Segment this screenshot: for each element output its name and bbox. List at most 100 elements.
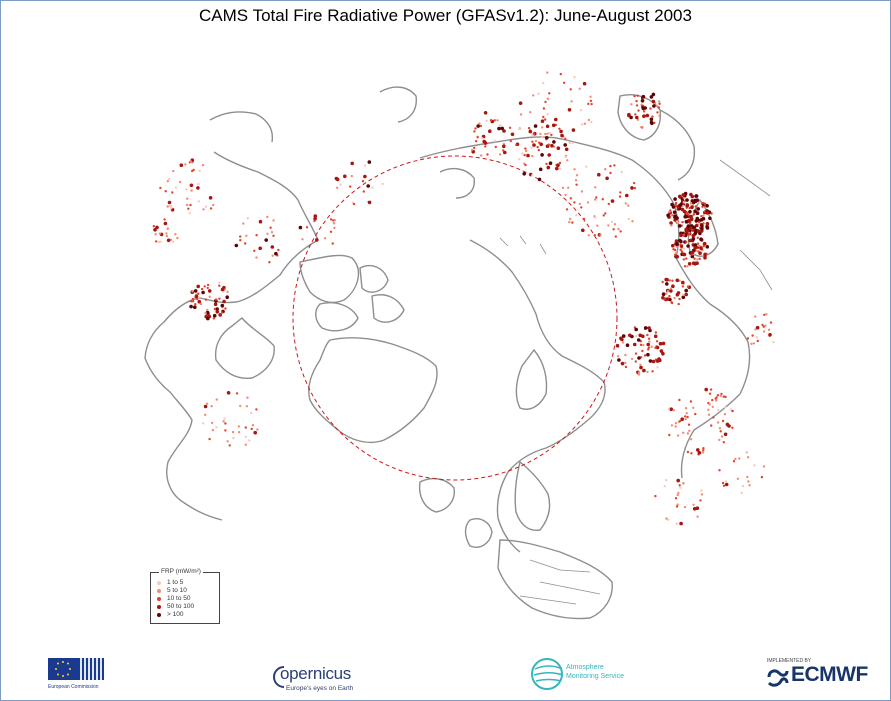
fire-point	[699, 237, 703, 241]
fire-point	[224, 429, 227, 432]
fire-point	[190, 189, 193, 192]
legend-title: FRP (mW/m²)	[159, 568, 203, 575]
fire-point	[560, 133, 564, 138]
fire-point	[167, 200, 172, 205]
fire-point	[675, 278, 680, 283]
fire-point	[676, 503, 679, 506]
fire-point	[684, 214, 689, 219]
coast-uk	[464, 518, 493, 548]
fire-point	[627, 204, 630, 207]
fire-point	[682, 196, 685, 200]
coast-europe	[497, 539, 613, 620]
legend-swatch	[157, 580, 161, 585]
fire-point	[545, 124, 550, 129]
fire-point	[651, 359, 656, 364]
fire-point	[169, 204, 173, 208]
fire-point	[666, 213, 670, 218]
fire-point	[725, 422, 730, 427]
fire-point	[264, 238, 269, 242]
fire-point	[667, 407, 670, 411]
fire-point	[237, 425, 241, 428]
fire-point	[269, 226, 272, 229]
fire-point	[690, 452, 693, 455]
fire-point	[696, 448, 700, 452]
coast-alaska	[213, 151, 319, 241]
fire-point	[672, 409, 675, 412]
fire-point	[315, 238, 319, 242]
fire-point	[765, 313, 768, 316]
fire-point	[245, 405, 249, 408]
fire-point	[652, 104, 656, 108]
fire-point	[702, 449, 705, 452]
fire-point	[747, 480, 750, 483]
fire-point	[700, 226, 704, 231]
fire-point	[698, 221, 701, 224]
fire-point	[666, 289, 670, 293]
fire-point	[187, 207, 190, 210]
fire-point	[655, 104, 659, 108]
fire-point	[272, 234, 275, 237]
fire-point	[213, 302, 218, 307]
fire-point	[676, 493, 679, 497]
fire-point	[197, 200, 200, 203]
fire-point	[546, 165, 551, 170]
fire-point	[674, 201, 678, 205]
fire-point	[546, 97, 549, 100]
fire-point	[684, 407, 688, 410]
fire-point	[753, 464, 756, 467]
fire-point	[617, 358, 621, 362]
fire-point	[599, 233, 602, 236]
fire-point	[661, 280, 664, 284]
fire-point	[305, 226, 309, 229]
fire-point	[674, 253, 677, 256]
fire-point	[220, 303, 225, 308]
fire-point	[206, 286, 209, 290]
fire-point	[719, 394, 722, 398]
fire-point	[191, 300, 195, 303]
fire-point	[204, 311, 207, 315]
fire-point	[637, 371, 641, 374]
coastlines	[144, 86, 773, 620]
fire-point	[616, 355, 620, 358]
fire-point	[651, 115, 654, 118]
fire-point	[476, 136, 479, 139]
fire-point	[189, 203, 192, 207]
fire-point	[619, 191, 622, 194]
coast-island-1	[299, 254, 360, 304]
fire-point	[646, 352, 650, 357]
fire-point	[184, 163, 187, 166]
fire-point	[677, 491, 680, 495]
fire-point	[679, 243, 682, 246]
fire-point	[545, 136, 549, 140]
fire-point	[698, 201, 701, 204]
fire-point	[624, 353, 627, 357]
fire-point	[197, 299, 202, 304]
fire-point	[634, 360, 637, 363]
fire-point	[642, 368, 646, 373]
fire-point	[197, 182, 200, 186]
fire-point	[720, 392, 723, 396]
fire-point	[239, 239, 242, 242]
fire-point	[508, 126, 512, 129]
fire-point	[676, 220, 679, 223]
fire-point	[677, 224, 682, 228]
fire-point	[741, 484, 745, 488]
fire-point	[515, 143, 518, 147]
legend-label: > 100	[167, 611, 184, 618]
coast-small-islands	[499, 235, 547, 255]
fire-point	[716, 421, 720, 424]
fire-point	[541, 136, 544, 139]
fire-point	[159, 240, 162, 243]
coast-greenland	[308, 337, 438, 444]
fire-point	[567, 108, 572, 112]
fire-point	[568, 220, 571, 224]
fire-point	[668, 294, 671, 298]
fire-point	[214, 298, 218, 301]
fire-point	[532, 94, 535, 97]
fire-point	[704, 202, 707, 205]
fire-point	[206, 283, 210, 287]
fire-point	[266, 232, 269, 235]
fire-point	[708, 392, 712, 395]
fire-point	[693, 246, 697, 250]
fire-point	[641, 349, 644, 353]
